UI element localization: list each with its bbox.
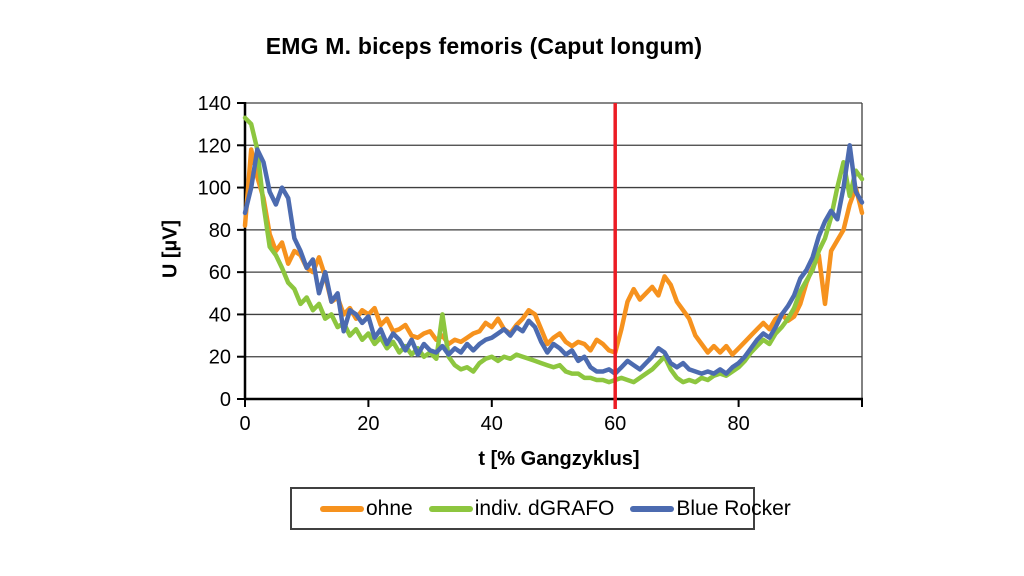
series-line-indiv-dgrafo bbox=[242, 115, 865, 385]
legend-swatch-blue-rocker bbox=[630, 505, 675, 512]
y-tick-label-20: 20 bbox=[209, 347, 231, 369]
legend-label-blue-rocker: Blue Rocker bbox=[676, 496, 791, 520]
y-tick-label-0: 0 bbox=[220, 389, 231, 411]
y-tick-label-100: 100 bbox=[198, 178, 231, 200]
y-tick-label-80: 80 bbox=[209, 220, 231, 242]
legend-item-indiv-dgrafo: indiv. dGRAFO bbox=[428, 496, 615, 521]
x-axis-title: t [% Gangzyklus] bbox=[478, 448, 640, 470]
legend-label-ohne: ohne bbox=[366, 496, 413, 520]
x-tick-label-40: 40 bbox=[481, 413, 503, 435]
y-tick-label-140: 140 bbox=[198, 93, 231, 115]
y-tick-label-60: 60 bbox=[209, 262, 231, 284]
x-tick-label-60: 60 bbox=[604, 413, 626, 435]
legend-label-indiv-dgrafo: indiv. dGRAFO bbox=[474, 496, 615, 520]
chart-title: EMG M. biceps femoris (Caput longum) bbox=[265, 33, 703, 59]
legend-item-ohne: ohne bbox=[320, 497, 413, 521]
y-tick-label-40: 40 bbox=[209, 304, 231, 326]
legend-swatch-ohne bbox=[320, 505, 364, 512]
x-tick-label-0: 0 bbox=[239, 413, 250, 435]
legend-item-blue-rocker: Blue Rocker bbox=[630, 496, 791, 521]
y-tick-label-120: 120 bbox=[198, 135, 231, 157]
legend-swatch-indiv-dgrafo bbox=[428, 505, 473, 512]
x-tick-label-80: 80 bbox=[727, 413, 749, 435]
chart-legend: ohne indiv. dGRAFO Blue Rocker bbox=[290, 487, 791, 530]
x-tick-label-20: 20 bbox=[357, 413, 379, 435]
series-line-blue-rocker bbox=[242, 143, 865, 376]
